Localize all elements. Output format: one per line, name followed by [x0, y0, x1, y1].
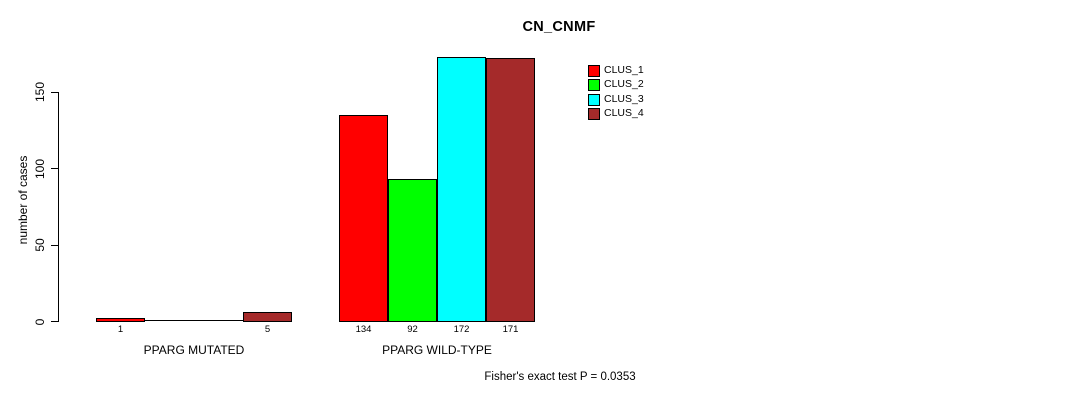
- legend-swatch-clus_3: [588, 93, 600, 106]
- legend-label-clus_4: CLUS_4: [604, 107, 644, 120]
- bar-clus_1-group2: [339, 115, 388, 322]
- legend-label-clus_3: CLUS_3: [604, 92, 644, 105]
- y-axis-label: number of cases: [16, 155, 30, 245]
- fisher-test-annotation: Fisher's exact test P = 0.0353: [484, 371, 636, 383]
- group-label-2: PPARG WILD-TYPE: [382, 343, 492, 357]
- y-axis-tick-label: 100: [33, 158, 47, 179]
- bar-value-label: 172: [453, 324, 470, 335]
- bar-clus_2-group2: [388, 179, 437, 322]
- legend-swatch-clus_4: [588, 108, 600, 121]
- bar-value-label: 171: [502, 324, 519, 335]
- bar-clus_1-group1: [96, 318, 145, 322]
- y-axis-tick: [51, 168, 58, 169]
- chart-title: CN_CNMF: [522, 19, 596, 35]
- legend-swatch-clus_1: [588, 65, 600, 77]
- legend-label-clus_1: CLUS_1: [604, 64, 644, 76]
- bar-value-label: 1: [117, 324, 124, 335]
- bar-clus_4-group1: [243, 312, 292, 322]
- bar-value-label: 134: [355, 324, 372, 335]
- bar-clus_4-group2: [486, 58, 535, 322]
- bar-value-label: 92: [407, 324, 418, 335]
- y-axis-tick: [51, 91, 58, 93]
- y-axis-tick: [51, 321, 58, 322]
- legend-label-clus_2: CLUS_2: [604, 78, 644, 91]
- zero-height-bar-clus_2: [145, 320, 194, 321]
- y-axis-tick-label: 0: [33, 318, 47, 325]
- y-axis-tick: [51, 244, 58, 246]
- bar-value-label: 5: [264, 324, 271, 335]
- y-axis-line: [58, 91, 59, 322]
- bar-clus_3-group2: [437, 57, 486, 322]
- y-axis-tick-label: 150: [33, 81, 47, 103]
- legend-swatch-clus_2: [588, 79, 600, 92]
- group-label-1: PPARG MUTATED: [143, 343, 245, 357]
- y-axis-tick-label: 50: [33, 238, 47, 252]
- zero-height-bar-clus_3: [194, 320, 243, 321]
